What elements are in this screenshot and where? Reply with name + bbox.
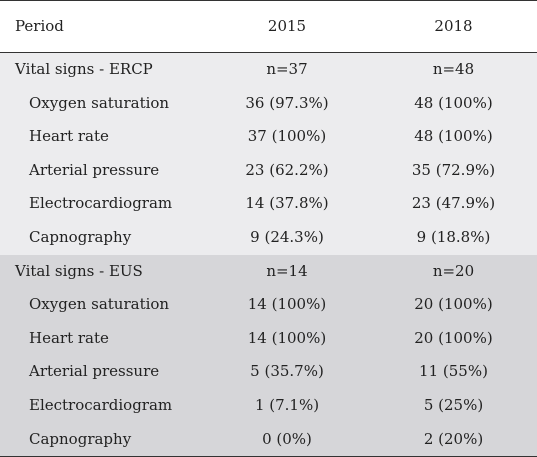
- table-row: Heart rate 37 (100%) 48 (100%): [0, 120, 537, 154]
- value-2015: 37 (100%): [247, 127, 327, 146]
- row-label: Capnography: [0, 422, 204, 457]
- value-2018: 20 (100%): [414, 295, 493, 314]
- section-title: Vital signs - ERCP: [15, 60, 153, 78]
- table-row: Arterial pressure 23 (62.2%) 35 (72.9%): [0, 154, 537, 188]
- section-n-2015: n=14: [266, 261, 308, 280]
- table-row: Heart rate 14 (100%) 20 (100%): [0, 322, 537, 356]
- value-2015: 0 (0%): [204, 422, 370, 457]
- row-label: Electrocardiogram: [29, 194, 173, 213]
- table-row: Oxygen saturation 14 (100%) 20 (100%): [0, 288, 537, 322]
- row-label: Arterial pressure: [29, 362, 160, 381]
- value-2015: 1 (7.1%): [254, 395, 320, 414]
- value-2018: 20 (100%): [414, 328, 493, 347]
- value-2018: 11 (55%): [419, 362, 488, 381]
- section-n-2018: n=48: [432, 60, 475, 78]
- section-header-row: Vital signs - ERCP n=37 n=48: [0, 53, 537, 87]
- row-label: Oxygen saturation: [29, 93, 170, 112]
- header-row: Period 2015 2018: [0, 0, 537, 53]
- section-header-row: Vital signs - EUS n=14 n=20: [0, 255, 537, 289]
- value-2015: 14 (100%): [247, 295, 327, 314]
- header-2018: 2018: [370, 0, 537, 53]
- section-ercp: Vital signs - ERCP n=37 n=48 Oxygen satu…: [0, 52, 537, 255]
- row-label: Heart rate: [29, 328, 109, 347]
- table-row: Electrocardiogram 1 (7.1%) 5 (25%): [0, 389, 537, 423]
- value-2018: 48 (100%): [414, 93, 493, 112]
- section-n-2015: n=37: [266, 60, 308, 78]
- value-2015: 14 (37.8%): [245, 194, 329, 213]
- value-2018: 23 (47.9%): [411, 194, 496, 213]
- value-2015: 36 (97.3%): [245, 93, 329, 112]
- value-2018: 2 (20%): [370, 422, 537, 457]
- value-2018: 48 (100%): [414, 127, 493, 146]
- value-2015: 5 (35.7%): [250, 362, 324, 381]
- section-eus: Vital signs - EUS n=14 n=20 Oxygen satur…: [0, 254, 537, 457]
- table-row: Oxygen saturation 36 (97.3%) 48 (100%): [0, 87, 537, 121]
- value-2015: 9 (24.3%): [250, 227, 324, 246]
- value-2018: 9 (18.8%): [416, 227, 491, 246]
- table-row: Capnography 9 (24.3%) 9 (18.8%): [0, 221, 537, 255]
- section-n-2018: n=20: [432, 261, 475, 280]
- value-2018: 35 (72.9%): [411, 160, 496, 179]
- value-2015: 14 (100%): [247, 328, 327, 347]
- header-2015: 2015: [204, 0, 370, 53]
- table-row: Electrocardiogram 14 (37.8%) 23 (47.9%): [0, 187, 537, 221]
- row-label: Capnography: [29, 227, 132, 246]
- row-label: Arterial pressure: [29, 160, 160, 179]
- table-row: Capnography 0 (0%) 2 (20%): [0, 422, 537, 457]
- header-period: Period: [0, 0, 204, 53]
- value-2018: 5 (25%): [423, 395, 484, 414]
- value-2015: 23 (62.2%): [245, 160, 329, 179]
- row-label: Oxygen saturation: [29, 295, 170, 314]
- table-row: Arterial pressure 5 (35.7%) 11 (55%): [0, 355, 537, 389]
- row-label: Electrocardiogram: [29, 395, 173, 414]
- row-label: Heart rate: [29, 127, 109, 146]
- section-title: Vital signs - EUS: [15, 261, 143, 280]
